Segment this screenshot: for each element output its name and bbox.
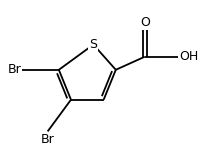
Text: Br: Br [41, 133, 54, 146]
Text: S: S [89, 38, 97, 51]
Text: OH: OH [179, 50, 198, 63]
Text: Br: Br [8, 63, 21, 76]
Text: O: O [140, 16, 150, 29]
